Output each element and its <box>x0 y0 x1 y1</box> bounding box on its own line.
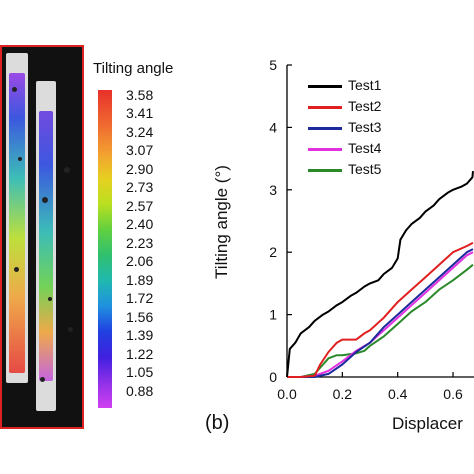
colorbar-label: 3.24 <box>126 123 154 140</box>
legend-swatch <box>308 148 342 151</box>
colorbar-title: Tilting angle <box>93 60 174 77</box>
y-tick-label: 1 <box>269 307 277 323</box>
colorbar-label: 1.39 <box>126 327 154 344</box>
series-line-test1 <box>286 171 474 378</box>
x-tick-label: 0.0 <box>277 386 297 402</box>
y-tick-label: 3 <box>269 182 277 198</box>
legend-swatch <box>308 106 342 109</box>
legend-label: Test3 <box>348 119 382 135</box>
colorbar-label: 1.22 <box>126 345 154 362</box>
specimen-right <box>36 81 56 411</box>
y-tick-label: 4 <box>269 119 277 135</box>
strain-field-left <box>9 73 25 373</box>
x-tick-label: 0.4 <box>388 386 408 402</box>
series-line-test4 <box>287 251 474 378</box>
series-line-test3 <box>287 248 474 378</box>
y-axis-title: Tilting angle (°) <box>212 165 231 279</box>
speckle-dot <box>40 377 45 382</box>
colorbar-label: 2.57 <box>126 197 154 214</box>
speckle-dot <box>14 267 19 272</box>
speckle-dot <box>68 327 73 332</box>
legend-swatch <box>308 127 342 130</box>
dic-image-panel <box>0 45 84 429</box>
colorbar-label: 3.07 <box>126 142 154 159</box>
legend-swatch <box>308 85 342 88</box>
panel-b-label: (b) <box>205 412 230 434</box>
legend-label: Test5 <box>348 161 382 177</box>
colorbar-label: 2.06 <box>126 253 154 270</box>
colorbar-label: 3.58 <box>126 87 154 103</box>
speckle-dot <box>64 167 70 173</box>
specimen-left <box>6 53 28 383</box>
colorbar-label: 2.90 <box>126 160 154 177</box>
colorbar-label: 2.40 <box>126 216 154 233</box>
x-tick-label: 0.2 <box>333 386 353 402</box>
legend-item-test1: Test1 <box>308 76 398 96</box>
series-line-test2 <box>287 241 474 378</box>
colorbar-label: 3.41 <box>126 105 154 122</box>
colorbar-label: 1.72 <box>126 290 154 307</box>
y-tick-label: 0 <box>269 369 277 385</box>
speckle-dot <box>12 87 17 92</box>
legend-item-test3: Test3 <box>308 118 398 138</box>
legend-swatch <box>308 169 342 172</box>
legend-item-test4: Test4 <box>308 139 398 159</box>
x-axis-title: Displacer <box>392 414 463 433</box>
speckle-dot <box>42 197 48 203</box>
legend-label: Test1 <box>348 77 382 93</box>
colorbar-label: 1.56 <box>126 308 154 325</box>
legend-label: Test2 <box>348 98 382 114</box>
colorbar-label: 2.73 <box>126 179 154 196</box>
y-tick-label: 5 <box>269 57 277 73</box>
y-tick-label: 2 <box>269 244 277 260</box>
legend-item-test2: Test2 <box>308 97 398 117</box>
speckle-dot <box>18 157 22 161</box>
strain-field-right <box>39 111 53 381</box>
speckle-dot <box>48 297 52 301</box>
x-tick-label: 0.6 <box>443 386 463 402</box>
series-line-test5 <box>287 263 474 378</box>
colorbar-label: 0.88 <box>126 382 154 399</box>
colorbar-label: 1.05 <box>126 364 154 381</box>
colorbar-label: 1.89 <box>126 271 154 288</box>
legend-item-test5: Test5 <box>308 160 398 180</box>
colorbar <box>98 90 112 408</box>
legend-label: Test4 <box>348 140 382 156</box>
colorbar-label: 2.23 <box>126 234 154 251</box>
